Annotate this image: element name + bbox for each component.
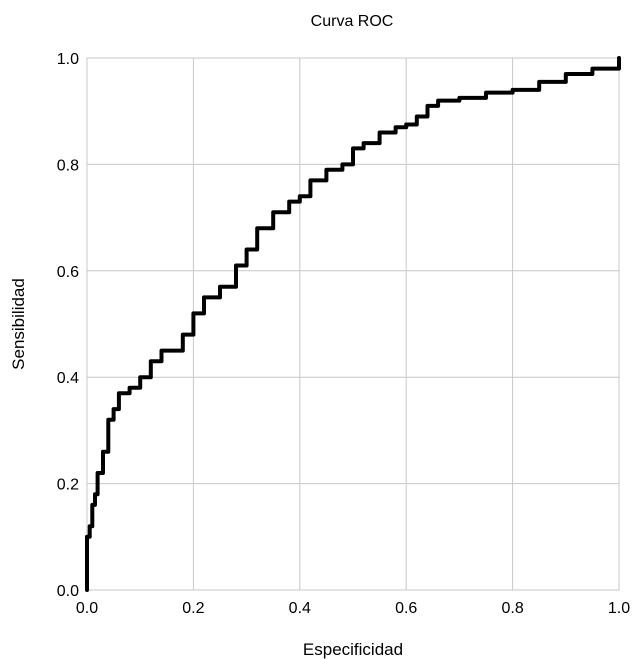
grid-lines <box>87 58 619 590</box>
x-tick-label: 0.0 <box>76 600 98 617</box>
tick-labels: 0.0 0.2 0.4 0.6 0.8 1.0 0.0 0.2 0.4 0.6 0.8 1.0 <box>57 51 630 617</box>
y-tick-label: 0.4 <box>57 370 79 387</box>
y-tick-label: 0.6 <box>57 264 79 281</box>
y-tick-label: 1.0 <box>57 51 79 68</box>
y-tick-label: 0.0 <box>57 583 79 600</box>
y-tick-label: 0.8 <box>57 157 79 174</box>
y-axis-label: Sensibilidad <box>9 278 28 370</box>
x-tick-label: 0.6 <box>395 600 417 617</box>
chart-title: Curva ROC <box>311 13 394 30</box>
x-tick-label: 1.0 <box>608 600 630 617</box>
x-axis-label: Especificidad <box>303 640 403 659</box>
x-tick-label: 0.2 <box>182 600 204 617</box>
y-tick-label: 0.2 <box>57 477 79 494</box>
roc-curve-line <box>85 56 621 592</box>
x-tick-label: 0.4 <box>289 600 311 617</box>
plot-frame <box>86 57 620 591</box>
x-tick-label: 0.8 <box>501 600 523 617</box>
